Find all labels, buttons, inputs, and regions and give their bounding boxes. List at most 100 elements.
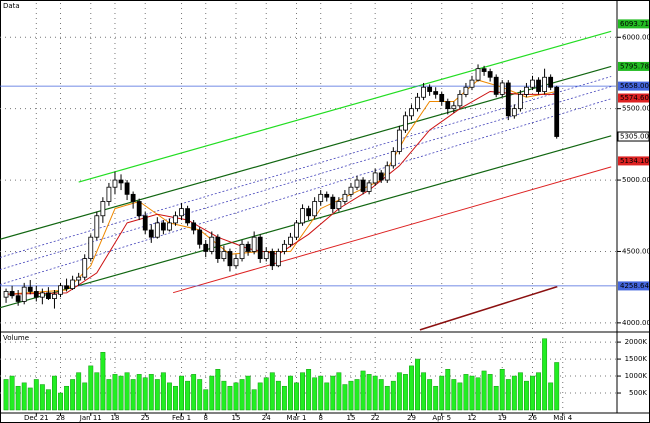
price-label-box: [618, 19, 649, 29]
volume-bar: [148, 374, 154, 411]
y-tick-label: 4000.00: [622, 319, 650, 327]
candle-body: [58, 285, 63, 295]
volume-bar: [288, 375, 293, 411]
overlay-line: [78, 30, 612, 183]
overlay-line: [6, 90, 557, 295]
candle-body: [372, 172, 378, 184]
volume-bar: [324, 382, 330, 411]
x-tick-label: 28: [56, 414, 65, 422]
candle-body: [433, 91, 439, 95]
volume-bar: [530, 375, 535, 411]
volume-bar: [306, 369, 312, 411]
volume-bar: [330, 375, 336, 411]
y-tick-label: 1500K: [625, 355, 648, 363]
x-tick-label: 26: [528, 414, 537, 422]
candle-body: [82, 258, 88, 278]
x-tick-label: Mai 4: [553, 414, 572, 422]
y-tick-label: 1000K: [625, 372, 648, 380]
candle-body: [421, 86, 426, 98]
candle-body: [239, 243, 245, 260]
candle-body: [52, 293, 57, 299]
candle-body: [300, 208, 305, 224]
volume-bar: [275, 380, 281, 411]
volume-bar: [136, 374, 142, 411]
candle-body: [354, 179, 360, 188]
candle-body: [536, 79, 541, 92]
candle-body: [209, 236, 215, 252]
volume-bar: [160, 372, 166, 411]
x-tick-label: 24: [262, 414, 271, 422]
x-tick-label: 22: [371, 414, 380, 422]
volume-bar: [27, 387, 33, 411]
volume-bar: [300, 372, 306, 411]
candle-body: [487, 71, 493, 78]
volume-bar: [39, 384, 45, 411]
volume-bar: [9, 375, 15, 411]
candle-body: [288, 236, 293, 245]
x-tick-label: 8: [204, 414, 208, 422]
candle-body: [493, 76, 499, 95]
volume-bar: [197, 379, 203, 411]
candle-body: [203, 243, 209, 252]
price-label: 5574.60: [620, 94, 649, 102]
candle-body: [366, 182, 372, 192]
volume-bar: [493, 385, 499, 411]
volume-bar: [179, 375, 184, 411]
candle-body: [336, 201, 342, 210]
candle-body: [15, 295, 21, 302]
candle-body: [9, 291, 15, 297]
candle-body: [524, 86, 529, 95]
volume-bar: [257, 382, 263, 411]
price-label: 6093.71: [620, 20, 649, 28]
price-label-box: [618, 81, 649, 91]
volume-bar: [463, 374, 469, 411]
volume-bar: [427, 379, 433, 411]
volume-bar: [421, 372, 427, 411]
volume-bar: [203, 389, 209, 411]
candle-body: [445, 101, 451, 110]
y-tick-label: 500K: [629, 389, 647, 397]
candle-body: [542, 76, 547, 92]
candle-body: [282, 243, 287, 252]
y-tick-label: 4500.00: [622, 247, 650, 255]
volume-bar: [233, 382, 239, 411]
candle-body: [294, 222, 299, 238]
candle-body: [167, 222, 172, 231]
volume-bar: [511, 375, 517, 411]
candle-body: [130, 193, 136, 202]
candle-body: [306, 208, 312, 217]
candle-body: [106, 186, 112, 202]
price-label-box: [617, 131, 650, 142]
candle-body: [439, 93, 445, 102]
volume-bar: [21, 382, 27, 411]
volume-bar: [106, 379, 112, 411]
volume-bar: [378, 379, 384, 411]
volume-bar: [457, 382, 463, 411]
candle-body: [76, 276, 82, 281]
candle-body: [112, 179, 118, 188]
volume-bar: [263, 377, 269, 411]
candle-body: [415, 96, 420, 110]
volume-bar: [33, 379, 39, 411]
volume-bar: [360, 370, 366, 411]
candle-body: [378, 172, 384, 181]
volume-bar: [269, 372, 275, 411]
x-tick-label: 12: [468, 414, 477, 422]
candle-body: [403, 115, 408, 131]
candle-body: [396, 129, 402, 152]
volume-bar: [517, 372, 523, 411]
volume-bar: [366, 374, 372, 411]
y-tick-label: 5000.00: [622, 176, 650, 184]
volume-bar: [415, 358, 420, 411]
candle-body: [21, 286, 27, 302]
price-label-box: [618, 61, 649, 71]
candle-body: [360, 179, 366, 192]
volume-bar: [52, 375, 57, 411]
candle-body: [481, 68, 487, 72]
price-label-box: [618, 156, 649, 166]
candle-body: [88, 236, 94, 260]
candle-body: [142, 215, 148, 231]
candle-body: [173, 215, 178, 224]
volume-bar: [475, 377, 481, 411]
candle-body: [33, 291, 39, 298]
